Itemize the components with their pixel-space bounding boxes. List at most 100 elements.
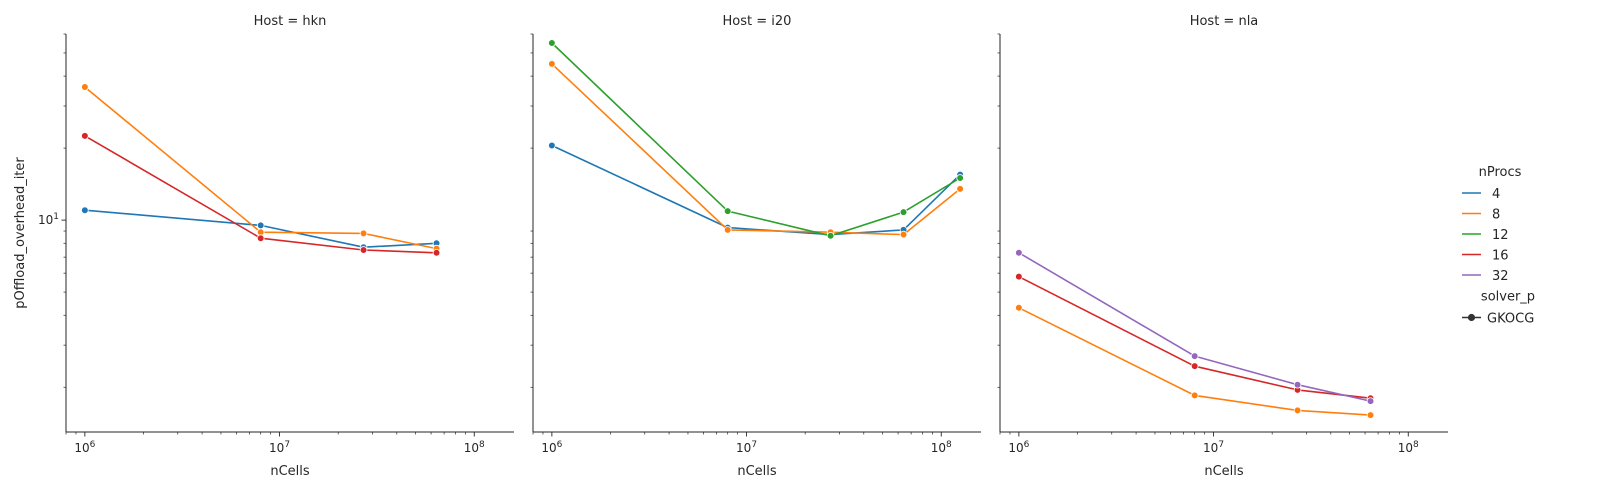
data-point: [723, 226, 732, 234]
data-point: [81, 83, 89, 91]
y-axis-label: pOffload_overhead_iter: [13, 157, 28, 309]
legend-title-solver: solver_p: [1481, 290, 1535, 305]
legend-label: GKOCG: [1487, 312, 1534, 327]
data-point: [1293, 406, 1302, 415]
data-point: [256, 234, 265, 243]
legend-item: GKOCG: [1462, 312, 1534, 327]
data-point: [723, 207, 732, 215]
x-tick-label-base: 10: [74, 441, 89, 455]
x-tick-label-base: 10: [1008, 441, 1023, 455]
legend-label: 16: [1492, 249, 1509, 264]
x-axis-label: nCells: [270, 464, 310, 479]
series-4: [548, 141, 964, 239]
legend: nProcs 4 8 12 16 32 solver_p GKOCG: [1462, 165, 1535, 327]
data-point: [1015, 248, 1023, 257]
data-point: [1190, 391, 1199, 400]
legend-label: 4: [1492, 187, 1500, 202]
series-line: [1018, 275, 1371, 399]
series-12: [548, 39, 964, 240]
series-line: [551, 42, 961, 237]
legend-label: 32: [1492, 269, 1509, 284]
x-tick-label-exponent: 6: [90, 440, 96, 450]
x-tick-label: 107: [1203, 440, 1224, 455]
x-tick-label-base: 10: [541, 441, 556, 455]
panel-title: Host = hkn: [254, 14, 327, 29]
data-point: [359, 246, 368, 254]
series-8: [1015, 303, 1375, 419]
series-line: [1018, 252, 1371, 402]
x-tick-label-exponent: 7: [1218, 440, 1224, 450]
series-line: [551, 144, 961, 236]
data-point: [432, 248, 441, 257]
data-point: [1293, 380, 1302, 389]
data-point: [548, 141, 556, 150]
data-point: [548, 39, 556, 47]
series-line: [551, 63, 961, 236]
legend-item: 4: [1462, 187, 1500, 202]
legend-title-nprocs: nProcs: [1479, 165, 1522, 180]
data-point: [359, 229, 368, 238]
legend-marker: [1467, 313, 1476, 322]
y-tick-label-exponent: 1: [53, 212, 59, 222]
series-line: [84, 86, 437, 250]
legend-item: 16: [1462, 249, 1509, 264]
data-point: [899, 208, 908, 216]
x-tick-label-exponent: 8: [479, 440, 485, 450]
legend-label: 12: [1492, 228, 1509, 243]
panel-title: Host = nla: [1190, 14, 1259, 29]
data-point: [899, 230, 908, 239]
panel-title: Host = i20: [723, 14, 792, 29]
x-tick-label-base: 10: [931, 441, 946, 455]
data-point: [1015, 303, 1023, 312]
x-tick-label-exponent: 7: [751, 440, 757, 450]
data-point: [81, 132, 89, 140]
y-tick-label: 101: [38, 212, 59, 227]
data-point: [548, 60, 556, 68]
x-tick-label-base: 10: [1203, 441, 1218, 455]
x-tick-label-exponent: 6: [557, 440, 563, 450]
x-tick-label-exponent: 8: [1413, 440, 1419, 450]
x-tick-label-exponent: 6: [1024, 440, 1030, 450]
y-tick-label-base: 10: [38, 213, 53, 227]
x-tick-label: 106: [541, 440, 562, 455]
series-16: [81, 132, 441, 257]
x-tick-label-base: 10: [736, 441, 751, 455]
x-tick-label-base: 10: [464, 441, 479, 455]
data-point: [826, 231, 835, 240]
series-16: [1015, 272, 1375, 403]
data-point: [1366, 397, 1375, 405]
data-point: [1366, 411, 1375, 419]
x-tick-label: 107: [269, 440, 290, 455]
x-axis-label: nCells: [737, 464, 777, 479]
series-line: [1018, 307, 1371, 416]
x-tick-label: 108: [464, 440, 485, 455]
data-point: [956, 174, 964, 182]
x-tick-label-exponent: 8: [946, 440, 952, 450]
x-tick-label: 108: [931, 440, 952, 455]
data-point: [1015, 272, 1023, 281]
series-line: [84, 135, 437, 254]
data-point: [81, 206, 89, 214]
legend-item: 32: [1462, 269, 1509, 284]
x-tick-label: 106: [1008, 440, 1029, 455]
x-axis-label: nCells: [1204, 464, 1244, 479]
x-tick-label: 106: [74, 440, 95, 455]
data-point: [1190, 362, 1199, 370]
series-line: [84, 209, 437, 248]
series-32: [1015, 248, 1375, 405]
x-tick-label: 107: [736, 440, 757, 455]
data-point: [1190, 352, 1199, 360]
data-point: [256, 221, 265, 230]
legend-item: 8: [1462, 208, 1500, 223]
legend-item: 12: [1462, 228, 1509, 243]
data-point: [956, 185, 964, 193]
x-tick-label-exponent: 7: [284, 440, 290, 450]
legend-label: 8: [1492, 208, 1500, 223]
x-tick-label-base: 10: [269, 441, 284, 455]
x-tick-label: 108: [1398, 440, 1419, 455]
x-tick-label-base: 10: [1398, 441, 1413, 455]
